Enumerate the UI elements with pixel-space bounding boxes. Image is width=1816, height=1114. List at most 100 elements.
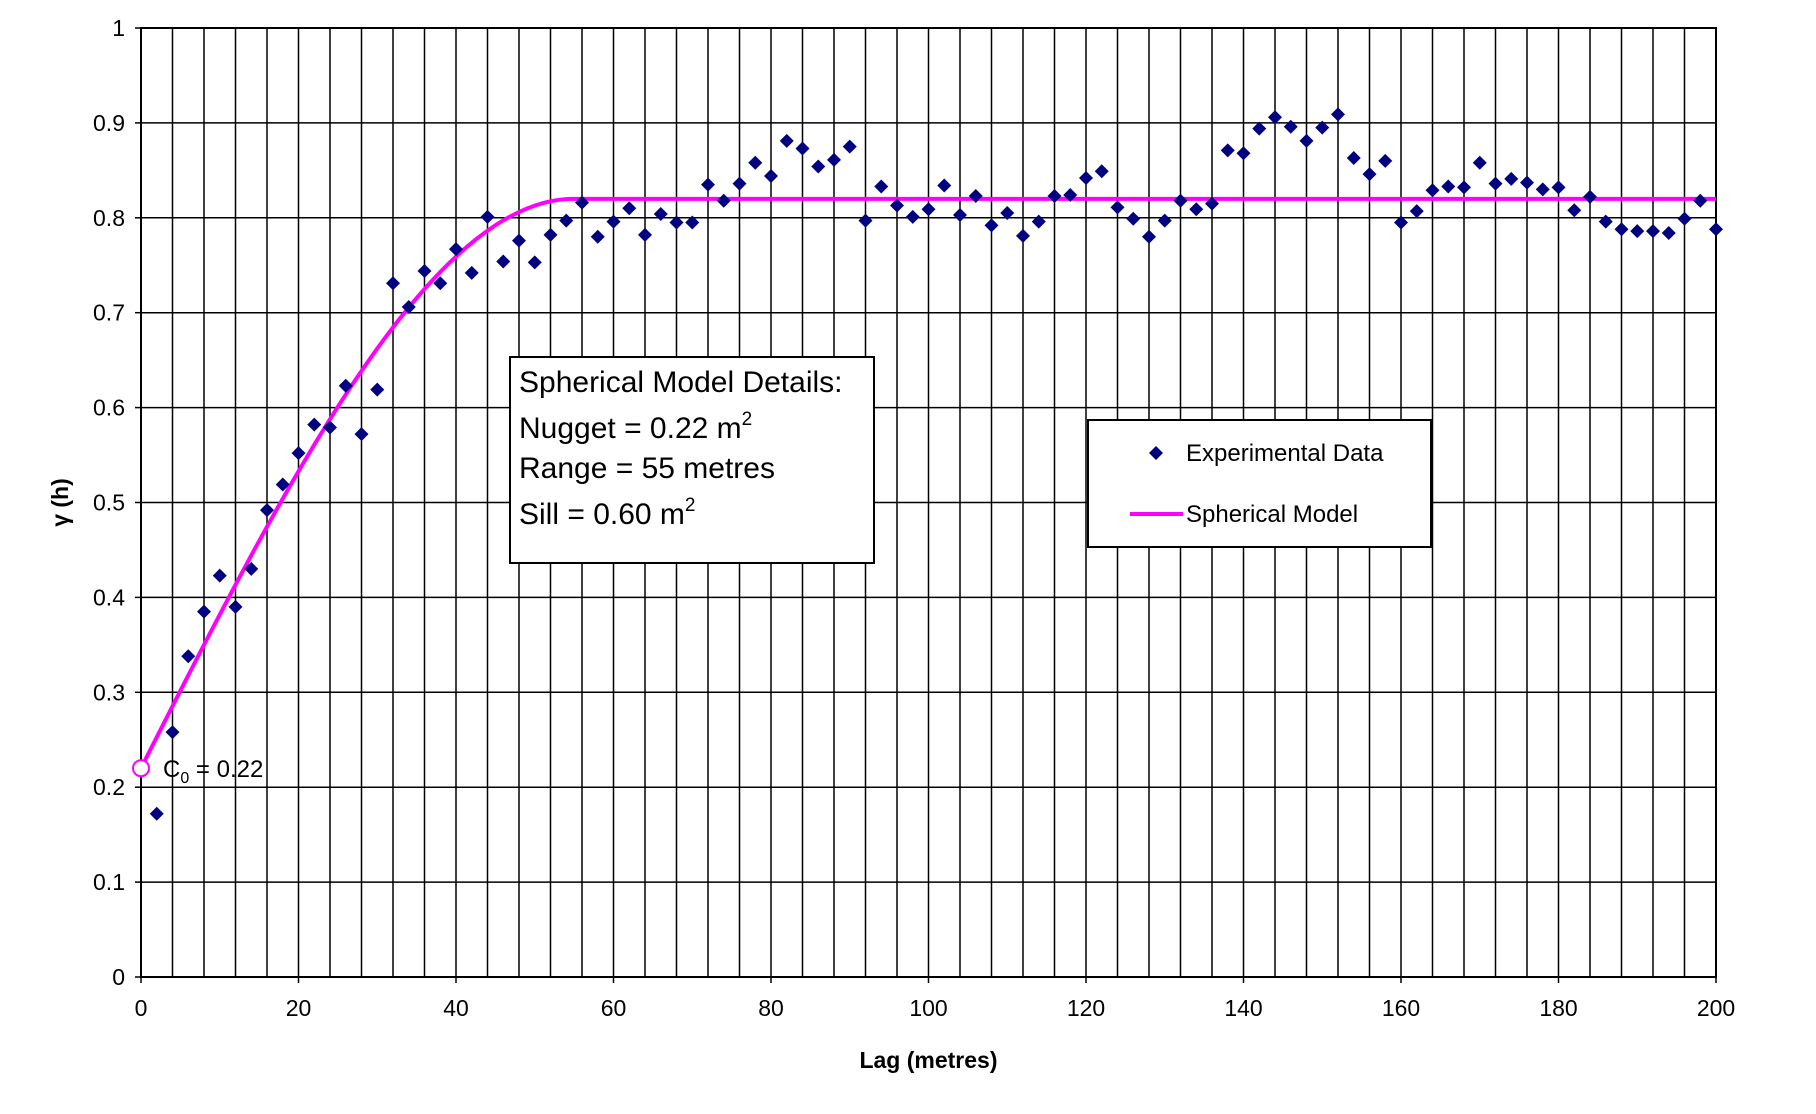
- experimental-data-point: [496, 254, 511, 269]
- experimental-data-point: [1630, 224, 1645, 239]
- y-tick-label: 0.4: [93, 584, 125, 610]
- legend-experimental-marker: [1149, 446, 1163, 460]
- legend: Experimental Data Spherical Model: [1087, 419, 1432, 548]
- experimental-data-point: [1315, 120, 1330, 135]
- experimental-data-point: [1331, 107, 1345, 122]
- experimental-data-point: [1047, 188, 1062, 203]
- model-details-range: Range = 55 metres: [519, 452, 775, 485]
- experimental-data-point: [1016, 228, 1030, 243]
- experimental-data-point: [1535, 182, 1550, 197]
- experimental-data-point: [606, 214, 621, 229]
- experimental-data-point: [858, 213, 873, 228]
- experimental-data-point: [1079, 170, 1093, 185]
- experimental-data-point: [307, 417, 322, 432]
- experimental-data-point: [653, 207, 668, 222]
- experimental-data-point: [1472, 155, 1487, 170]
- experimental-data-point: [1583, 189, 1597, 204]
- experimental-data-point: [1441, 179, 1456, 194]
- x-tick-label: 160: [1382, 995, 1420, 1021]
- y-tick-label: 0.6: [93, 395, 125, 421]
- experimental-data-point: [937, 178, 952, 193]
- experimental-data-point: [1598, 214, 1613, 229]
- y-axis-title: γ (h): [47, 478, 73, 527]
- experimental-data-point: [1614, 222, 1629, 237]
- model-details-sill: Sill = 0.60 m2: [519, 495, 696, 531]
- experimental-data-point: [464, 265, 479, 280]
- experimental-data-point: [1709, 222, 1723, 237]
- nugget-annotation-label: C0 = 0.22: [163, 756, 263, 787]
- experimental-data-point: [228, 599, 243, 614]
- experimental-data-point: [417, 263, 432, 278]
- experimental-data-point: [197, 604, 211, 619]
- x-tick-label: 80: [758, 995, 784, 1021]
- experimental-data-point: [716, 193, 731, 208]
- experimental-data-point: [1504, 171, 1519, 186]
- experimental-data-point: [795, 141, 810, 156]
- x-tick-label: 40: [443, 995, 469, 1021]
- experimental-data-point: [685, 215, 700, 230]
- model-details-box-border: [509, 356, 875, 564]
- x-tick-label: 140: [1224, 995, 1262, 1021]
- experimental-data-point: [1378, 153, 1393, 168]
- experimental-data-point: [1567, 203, 1582, 218]
- sill-superscript: 2: [685, 495, 696, 516]
- experimental-data-point: [764, 169, 778, 184]
- experimental-data-point: [575, 195, 589, 210]
- experimental-data-point: [338, 378, 353, 393]
- x-tick-label: 0: [135, 995, 148, 1021]
- experimental-data-point: [1457, 180, 1471, 195]
- x-tick-label: 100: [909, 995, 947, 1021]
- experimental-data-point: [1677, 211, 1692, 226]
- nugget-value: = 0.22: [189, 756, 263, 783]
- legend-experimental-label: Experimental Data: [1186, 440, 1384, 467]
- x-tick-label: 20: [286, 995, 312, 1021]
- experimental-data-point: [1362, 167, 1377, 182]
- experimental-data-point: [1220, 143, 1235, 158]
- experimental-data-point: [275, 477, 290, 492]
- y-tick-label: 0.5: [93, 490, 125, 516]
- experimental-data-point: [590, 229, 605, 244]
- x-axis-ticks: 0 20 40 60 80 100 120 140 160 180 200: [135, 977, 1735, 1021]
- sill-text: Sill = 0.60 m: [519, 498, 685, 531]
- experimental-data-point: [1409, 204, 1424, 219]
- experimental-data-point: [1346, 151, 1361, 166]
- y-tick-label: 0: [112, 964, 125, 990]
- experimental-data-point: [260, 503, 274, 518]
- experimental-data-point: [181, 649, 196, 664]
- experimental-data-point: [354, 427, 369, 442]
- experimental-data-point: [1189, 202, 1204, 217]
- nugget-c-symbol: C: [163, 756, 180, 783]
- x-tick-label: 120: [1067, 995, 1105, 1021]
- experimental-data-point: [1173, 193, 1188, 208]
- experimental-data-point: [921, 202, 936, 217]
- experimental-data-point: [559, 213, 574, 228]
- experimental-data-point: [449, 242, 463, 257]
- y-tick-label: 0.2: [93, 774, 125, 800]
- experimental-data-point: [1488, 176, 1503, 191]
- model-details-nugget: Nugget = 0.22 m2: [519, 409, 752, 445]
- experimental-data-point: [779, 133, 794, 148]
- experimental-data-point: [527, 255, 542, 270]
- experimental-data-point: [433, 276, 448, 291]
- nugget-superscript: 2: [742, 409, 753, 430]
- experimental-data-point: [165, 725, 180, 740]
- experimental-data-point: [1268, 110, 1282, 125]
- experimental-data-point: [386, 276, 400, 291]
- experimental-data-point: [1157, 213, 1172, 228]
- experimental-data-point: [1693, 193, 1708, 208]
- experimental-data-point: [748, 155, 763, 170]
- experimental-data-point: [1094, 164, 1109, 179]
- legend-model-label: Spherical Model: [1186, 501, 1358, 528]
- model-details-title: Spherical Model Details:: [519, 366, 842, 399]
- experimental-data-point: [622, 201, 637, 216]
- nugget-annotation: C0 = 0.22: [132, 756, 263, 787]
- experimental-data-point: [638, 227, 652, 242]
- experimental-data-point: [1394, 215, 1408, 230]
- experimental-data-point: [1205, 196, 1219, 211]
- experimental-data-point: [543, 227, 558, 242]
- experimental-data-point: [669, 215, 684, 230]
- experimental-data-point: [905, 209, 920, 224]
- legend-border: [1087, 419, 1432, 548]
